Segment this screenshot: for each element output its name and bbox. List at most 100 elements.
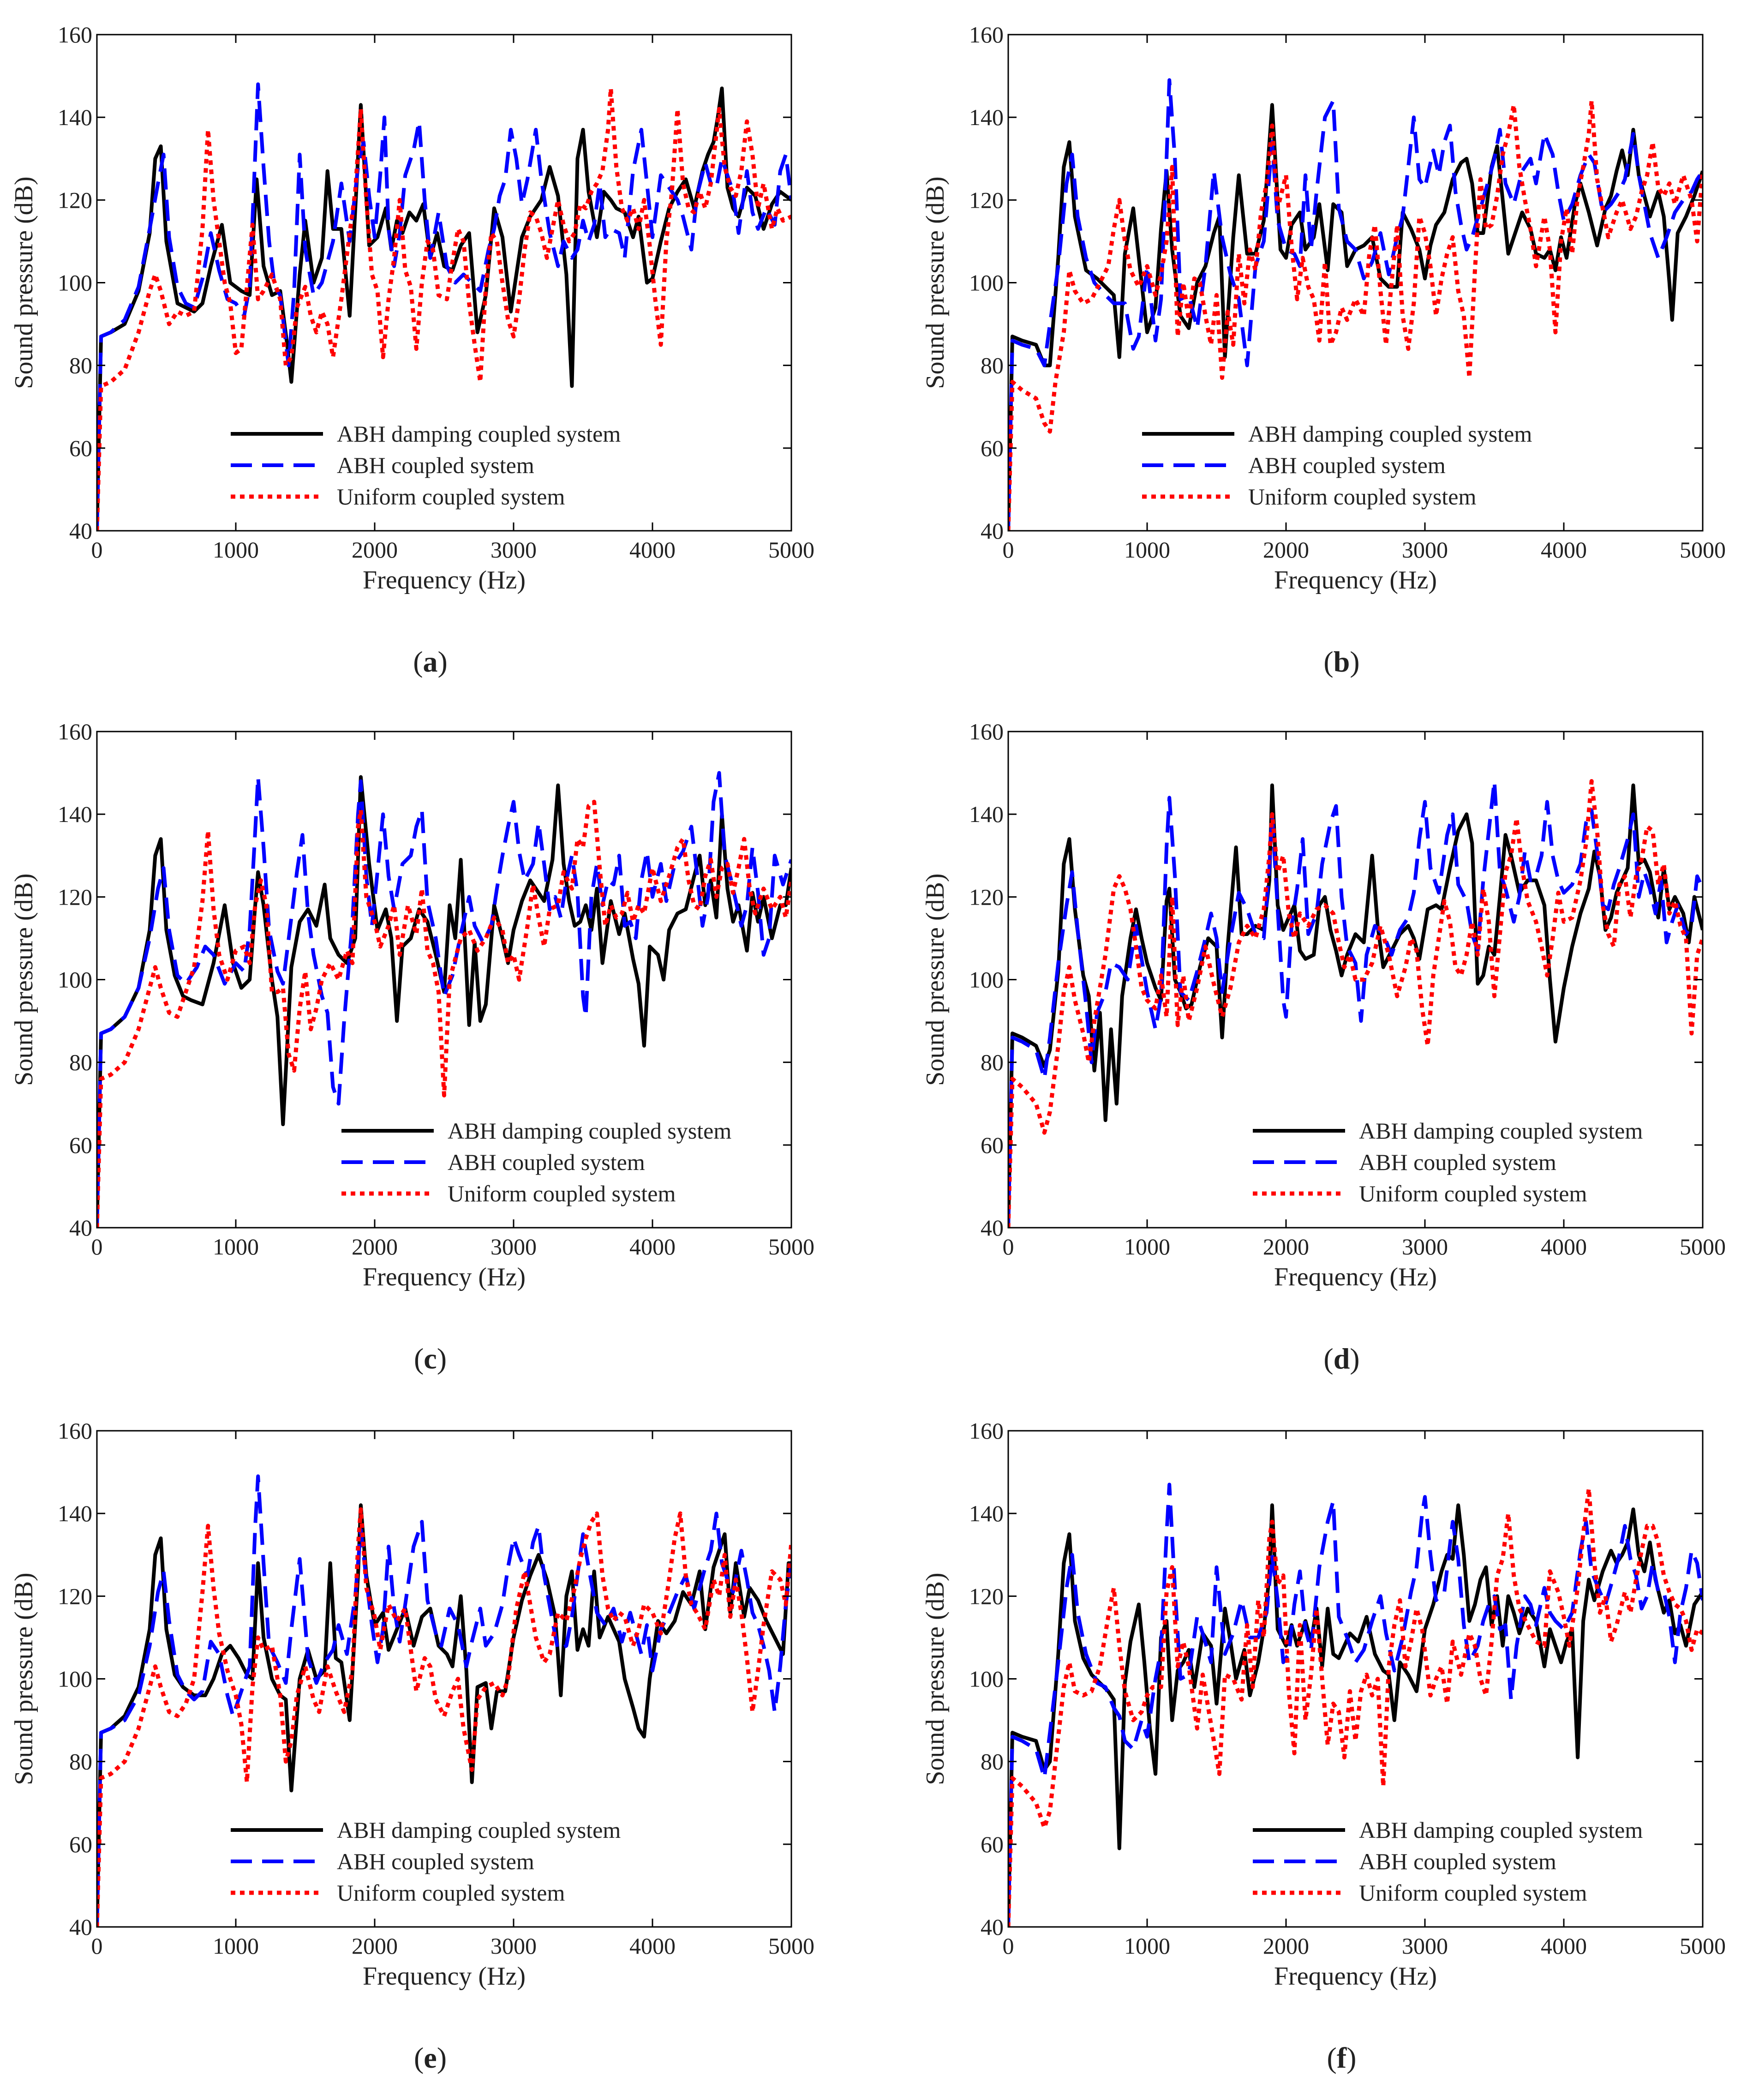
legend-label-abh-damping: ABH damping coupled system (337, 1817, 621, 1843)
panel-caption: (e) (414, 2041, 447, 2074)
x-axis-label: Frequency (Hz) (363, 566, 526, 594)
y-tick-label: 80 (981, 1050, 1004, 1075)
legend-label-abh: ABH coupled system (337, 1848, 534, 1874)
chart-panel-a: 0 1000 2000 3000 4000 5000 40 60 80 100 120 140 160 F… (10, 22, 814, 678)
legend-label-abh-damping: ABH damping coupled system (1248, 421, 1532, 447)
y-tick-label: 160 (969, 1418, 1004, 1444)
panel-caption: (f) (1327, 2041, 1357, 2074)
x-tick-label: 1000 (213, 1933, 259, 1959)
x-tick-label: 1000 (1124, 537, 1170, 563)
x-tick-label: 5000 (1680, 537, 1726, 563)
x-tick-label: 0 (1003, 1234, 1014, 1260)
y-tick-label: 60 (981, 1831, 1004, 1857)
y-tick-label: 160 (58, 719, 92, 744)
y-tick-label: 100 (58, 1666, 92, 1692)
x-tick-label: 2000 (352, 1933, 398, 1959)
x-axis-label: Frequency (Hz) (363, 1263, 526, 1291)
y-tick-label: 120 (58, 884, 92, 910)
y-tick-label: 100 (969, 967, 1004, 993)
x-tick-label: 0 (91, 1933, 103, 1959)
legend-label-abh: ABH coupled system (1359, 1848, 1556, 1874)
x-axis-label: Frequency (Hz) (363, 1962, 526, 1991)
y-tick-label: 140 (969, 104, 1004, 130)
legend-label-abh: ABH coupled system (1248, 452, 1446, 478)
x-tick-label: 4000 (1541, 1234, 1587, 1260)
x-tick-label: 3000 (1402, 1234, 1448, 1260)
panel-caption: (b) (1323, 645, 1359, 678)
legend-label-abh-damping: ABH damping coupled system (337, 421, 621, 447)
x-tick-label: 3000 (491, 1933, 537, 1959)
y-tick-label: 60 (69, 1831, 92, 1857)
y-tick-label: 40 (981, 518, 1004, 544)
y-tick-label: 140 (58, 104, 92, 130)
plot-frame (1007, 1430, 1704, 1928)
y-tick-label: 120 (58, 1583, 92, 1609)
series-line-uniform (97, 799, 791, 1228)
y-tick-label: 100 (969, 270, 1004, 296)
legend-label-uniform: Uniform coupled system (1359, 1880, 1587, 1906)
series-line-abh (1008, 779, 1703, 1228)
x-tick-label: 4000 (629, 1234, 676, 1260)
x-tick-label: 2000 (1263, 1933, 1309, 1959)
x-tick-label: 4000 (629, 1933, 676, 1959)
legend-label-uniform: Uniform coupled system (448, 1181, 676, 1206)
legend-label-abh: ABH coupled system (337, 452, 534, 478)
x-tick-label: 0 (91, 537, 103, 563)
chart-panel-c: 0 1000 2000 3000 4000 5000 40 60 80 100 120 140 160 F… (10, 719, 814, 1375)
legend-label-uniform: Uniform coupled system (1359, 1181, 1587, 1206)
panel-caption: (c) (414, 1342, 447, 1375)
y-tick-label: 60 (981, 435, 1004, 461)
series-line-abh (97, 1474, 791, 1927)
y-tick-label: 140 (969, 1500, 1004, 1526)
y-tick-label: 40 (69, 518, 92, 544)
x-tick-label: 1000 (1124, 1234, 1170, 1260)
legend-label-abh-damping: ABH damping coupled system (448, 1118, 731, 1144)
series-line-uniform (97, 1507, 791, 1927)
legend-label-abh: ABH coupled system (1359, 1149, 1556, 1175)
x-tick-label: 1000 (213, 537, 259, 563)
series-line-abh (1008, 1482, 1703, 1927)
x-tick-label: 2000 (1263, 537, 1309, 563)
x-tick-label: 1000 (1124, 1933, 1170, 1959)
series-line-abh-damping (97, 1503, 791, 1927)
y-tick-label: 100 (58, 967, 92, 993)
x-tick-label: 3000 (1402, 1933, 1448, 1959)
series-line-uniform (97, 86, 791, 531)
y-axis-label: Sound pressure (dB) (10, 1572, 38, 1785)
y-tick-label: 160 (969, 22, 1004, 48)
x-tick-label: 5000 (768, 1933, 814, 1959)
x-tick-label: 2000 (1263, 1234, 1309, 1260)
series-line-abh (1008, 78, 1703, 531)
series-line-abh-damping (1008, 1503, 1703, 1927)
chart-panel-e: 0 1000 2000 3000 4000 5000 40 60 80 100 120 140 160 F… (10, 1418, 814, 2074)
legend-label-uniform: Uniform coupled system (337, 484, 565, 510)
x-tick-label: 3000 (1402, 537, 1448, 563)
x-tick-label: 5000 (1680, 1933, 1726, 1959)
y-tick-label: 80 (69, 1050, 92, 1075)
y-tick-label: 40 (69, 1215, 92, 1241)
x-tick-label: 2000 (352, 537, 398, 563)
legend-label-abh: ABH coupled system (448, 1149, 645, 1175)
x-axis-label: Frequency (Hz) (1274, 1263, 1437, 1291)
legend-label-uniform: Uniform coupled system (337, 1880, 565, 1906)
y-tick-label: 40 (69, 1914, 92, 1940)
y-tick-label: 60 (69, 1132, 92, 1158)
y-axis-label: Sound pressure (dB) (921, 873, 950, 1086)
y-tick-label: 80 (69, 353, 92, 378)
x-tick-label: 4000 (1541, 537, 1587, 563)
y-tick-label: 80 (981, 1749, 1004, 1775)
x-axis-label: Frequency (Hz) (1274, 1962, 1437, 1991)
panel-caption: (a) (413, 645, 448, 678)
x-tick-label: 4000 (629, 537, 676, 563)
y-tick-label: 140 (969, 801, 1004, 827)
series-line-uniform (1008, 1486, 1703, 1927)
x-tick-label: 5000 (1680, 1234, 1726, 1260)
x-tick-label: 3000 (491, 1234, 537, 1260)
x-tick-label: 1000 (213, 1234, 259, 1260)
series-line-abh (97, 771, 791, 1228)
x-tick-label: 5000 (768, 537, 814, 563)
panel-caption: (d) (1323, 1342, 1359, 1375)
y-tick-label: 60 (981, 1132, 1004, 1158)
x-tick-label: 0 (1003, 537, 1014, 563)
